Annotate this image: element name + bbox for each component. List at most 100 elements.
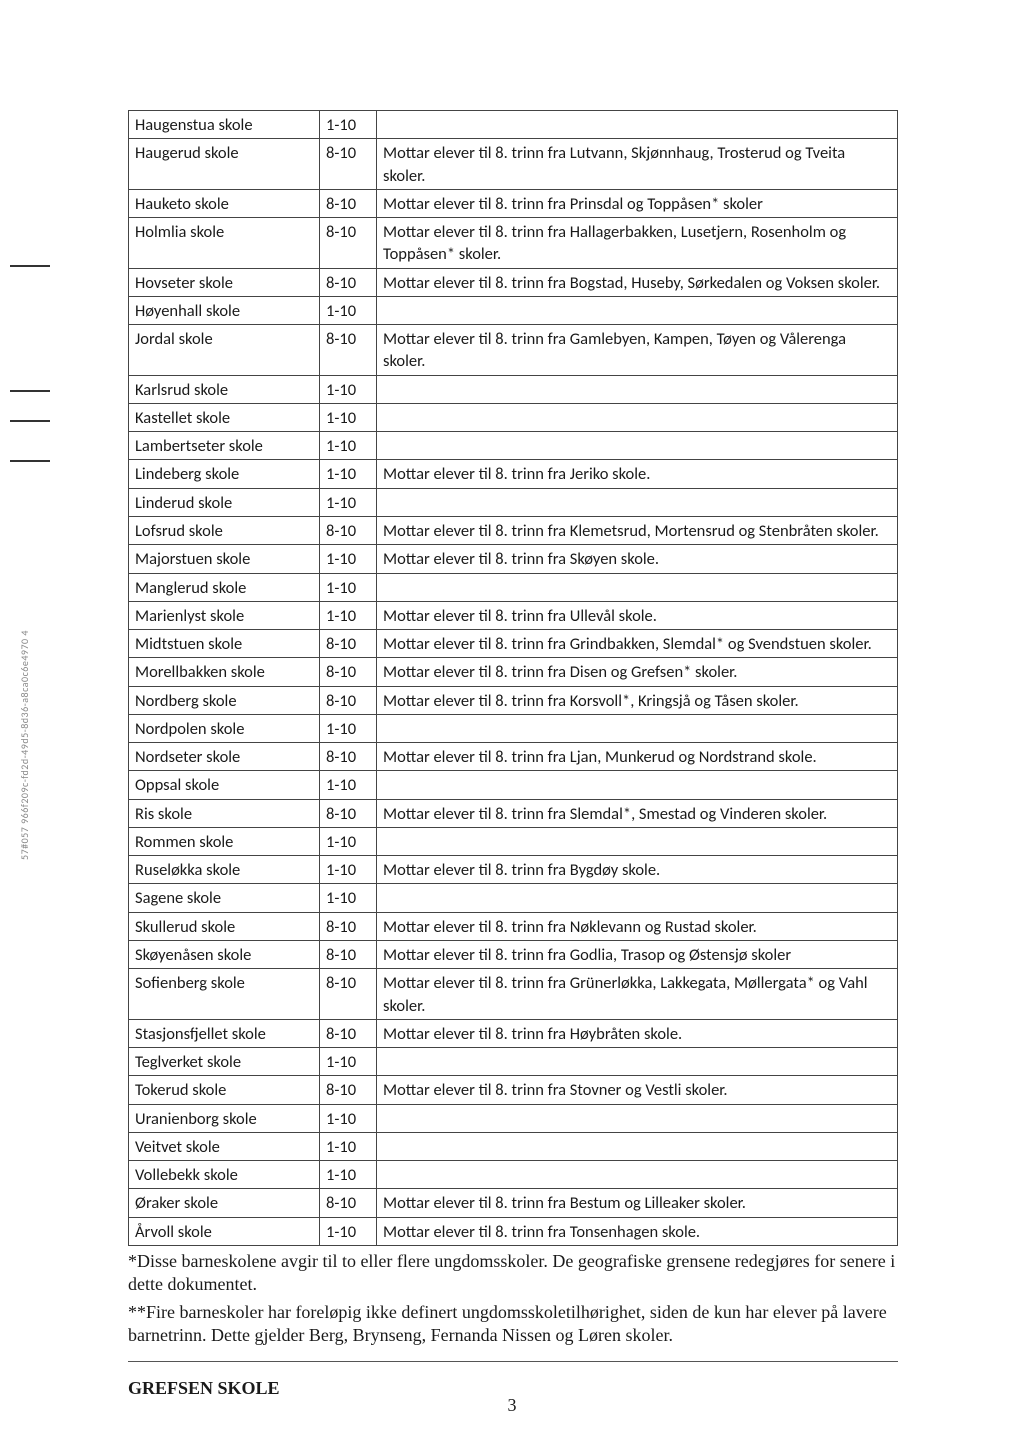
school-name-cell: Nordpolen skole: [129, 714, 320, 742]
table-row: Veitvet skole1-10: [129, 1132, 898, 1160]
note-cell: [377, 403, 898, 431]
table-row: Manglerud skole1-10: [129, 573, 898, 601]
margin-tick: [10, 390, 50, 392]
school-name-cell: Ruseløkka skole: [129, 856, 320, 884]
grades-cell: 1-10: [320, 714, 377, 742]
table-row: Majorstuen skole1-10Mottar elever til 8.…: [129, 545, 898, 573]
table-row: Haugerud skole8-10Mottar elever til 8. t…: [129, 139, 898, 190]
note-cell: Mottar elever til 8. trinn fra Bestum og…: [377, 1189, 898, 1217]
grades-cell: 8-10: [320, 686, 377, 714]
grades-cell: 1-10: [320, 771, 377, 799]
table-row: Oppsal skole1-10: [129, 771, 898, 799]
note-cell: Mottar elever til 8. trinn fra Jeriko sk…: [377, 460, 898, 488]
note-cell: Mottar elever til 8. trinn fra Høybråten…: [377, 1019, 898, 1047]
table-row: Nordseter skole8-10Mottar elever til 8. …: [129, 743, 898, 771]
grades-cell: 8-10: [320, 799, 377, 827]
school-name-cell: Nordseter skole: [129, 743, 320, 771]
note-cell: [377, 488, 898, 516]
table-row: Lindeberg skole1-10Mottar elever til 8. …: [129, 460, 898, 488]
table-row: Ruseløkka skole1-10Mottar elever til 8. …: [129, 856, 898, 884]
note-cell: Mottar elever til 8. trinn fra Korsvoll*…: [377, 686, 898, 714]
table-row: Vollebekk skole1-10: [129, 1161, 898, 1189]
table-row: Kastellet skole1-10: [129, 403, 898, 431]
grades-cell: 8-10: [320, 139, 377, 190]
school-name-cell: Stasjonsfjellet skole: [129, 1019, 320, 1047]
table-row: Nordberg skole8-10Mottar elever til 8. t…: [129, 686, 898, 714]
grades-cell: 8-10: [320, 630, 377, 658]
school-name-cell: Karlsrud skole: [129, 375, 320, 403]
note-cell: Mottar elever til 8. trinn fra Bygdøy sk…: [377, 856, 898, 884]
school-name-cell: Øraker skole: [129, 1189, 320, 1217]
table-row: Teglverket skole1-10: [129, 1048, 898, 1076]
table-row: Rommen skole1-10: [129, 827, 898, 855]
footnote-1: *Disse barneskolene avgir til to eller f…: [128, 1250, 898, 1297]
note-cell: Mottar elever til 8. trinn fra Skøyen sk…: [377, 545, 898, 573]
table-row: Nordpolen skole1-10: [129, 714, 898, 742]
table-row: Hauketo skole8-10Mottar elever til 8. tr…: [129, 189, 898, 217]
grades-cell: 1-10: [320, 545, 377, 573]
grades-cell: 1-10: [320, 1048, 377, 1076]
note-cell: Mottar elever til 8. trinn fra Lutvann, …: [377, 139, 898, 190]
school-name-cell: Hovseter skole: [129, 268, 320, 296]
grades-cell: 1-10: [320, 432, 377, 460]
table-row: Holmlia skole8-10Mottar elever til 8. tr…: [129, 218, 898, 269]
table-row: Sofienberg skole8-10Mottar elever til 8.…: [129, 969, 898, 1020]
grades-cell: 1-10: [320, 460, 377, 488]
grades-cell: 1-10: [320, 375, 377, 403]
table-row: Øraker skole8-10Mottar elever til 8. tri…: [129, 1189, 898, 1217]
note-cell: [377, 1161, 898, 1189]
note-cell: [377, 432, 898, 460]
note-cell: Mottar elever til 8. trinn fra Klemetsru…: [377, 516, 898, 544]
table-row: Sagene skole1-10: [129, 884, 898, 912]
school-name-cell: Ris skole: [129, 799, 320, 827]
grades-cell: 1-10: [320, 884, 377, 912]
note-cell: [377, 827, 898, 855]
table-row: Uranienborg skole1-10: [129, 1104, 898, 1132]
school-name-cell: Teglverket skole: [129, 1048, 320, 1076]
note-cell: Mottar elever til 8. trinn fra Grindbakk…: [377, 630, 898, 658]
note-cell: [377, 375, 898, 403]
school-name-cell: Kastellet skole: [129, 403, 320, 431]
school-name-cell: Oppsal skole: [129, 771, 320, 799]
note-cell: Mottar elever til 8. trinn fra Bogstad, …: [377, 268, 898, 296]
note-cell: [377, 111, 898, 139]
school-name-cell: Vollebekk skole: [129, 1161, 320, 1189]
school-name-cell: Skullerud skole: [129, 912, 320, 940]
table-row: Hovseter skole8-10Mottar elever til 8. t…: [129, 268, 898, 296]
note-cell: [377, 1048, 898, 1076]
margin-tick: [10, 265, 50, 267]
grades-cell: 1-10: [320, 296, 377, 324]
note-cell: Mottar elever til 8. trinn fra Gamlebyen…: [377, 325, 898, 376]
school-name-cell: Haugenstua skole: [129, 111, 320, 139]
note-cell: [377, 573, 898, 601]
note-cell: [377, 714, 898, 742]
table-row: Midtstuen skole8-10Mottar elever til 8. …: [129, 630, 898, 658]
table-row: Ris skole8-10Mottar elever til 8. trinn …: [129, 799, 898, 827]
grades-cell: 1-10: [320, 1161, 377, 1189]
grades-cell: 8-10: [320, 189, 377, 217]
school-name-cell: Skøyenåsen skole: [129, 940, 320, 968]
table-row: Tokerud skole8-10Mottar elever til 8. tr…: [129, 1076, 898, 1104]
table-row: Morellbakken skole8-10Mottar elever til …: [129, 658, 898, 686]
page-number: 3: [0, 1395, 1024, 1416]
note-cell: Mottar elever til 8. trinn fra Disen og …: [377, 658, 898, 686]
margin-tick: [10, 460, 50, 462]
table-row: Høyenhall skole1-10: [129, 296, 898, 324]
footnote-2: **Fire barneskoler har foreløpig ikke de…: [128, 1301, 898, 1348]
school-name-cell: Hauketo skole: [129, 189, 320, 217]
grades-cell: 8-10: [320, 969, 377, 1020]
grades-cell: 8-10: [320, 1019, 377, 1047]
note-cell: [377, 1104, 898, 1132]
note-cell: [377, 1132, 898, 1160]
grades-cell: 8-10: [320, 1076, 377, 1104]
table-row: Lofsrud skole8-10Mottar elever til 8. tr…: [129, 516, 898, 544]
divider: [128, 1361, 898, 1362]
grades-cell: 8-10: [320, 912, 377, 940]
grades-cell: 1-10: [320, 1217, 377, 1245]
school-name-cell: Lindeberg skole: [129, 460, 320, 488]
grades-cell: 8-10: [320, 940, 377, 968]
school-name-cell: Rommen skole: [129, 827, 320, 855]
school-name-cell: Veitvet skole: [129, 1132, 320, 1160]
page-content: Haugenstua skole 1-10 Haugerud skole8-10Mo…: [128, 110, 898, 1399]
grades-cell: 8-10: [320, 743, 377, 771]
